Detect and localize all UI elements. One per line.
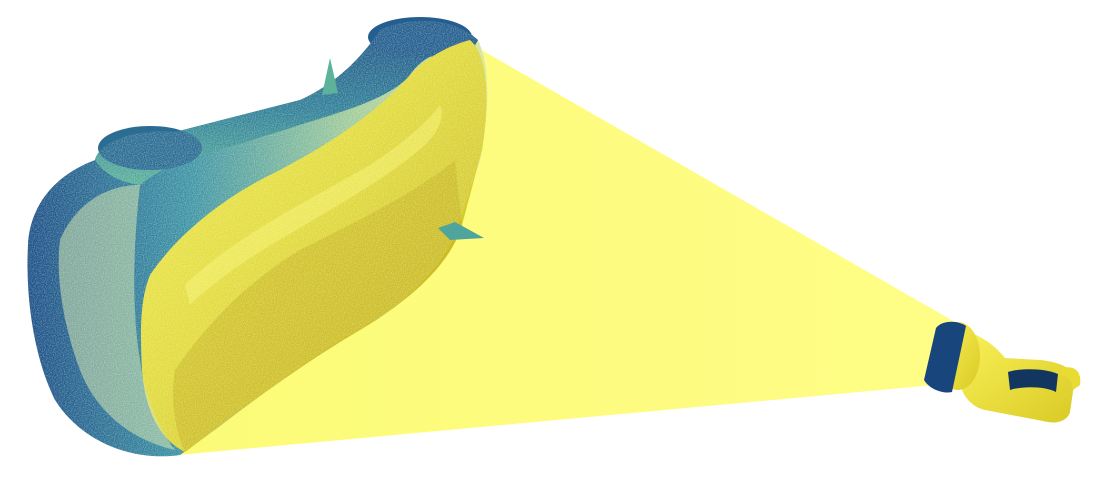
scanner-ring	[924, 321, 966, 393]
scan-light-cone	[178, 48, 955, 455]
object-fin-side	[438, 222, 484, 240]
object-fin-top	[322, 58, 338, 95]
scanner-grip-opening	[1008, 369, 1058, 392]
handheld-scanner	[924, 321, 1081, 423]
scanner-tail	[1060, 367, 1081, 390]
